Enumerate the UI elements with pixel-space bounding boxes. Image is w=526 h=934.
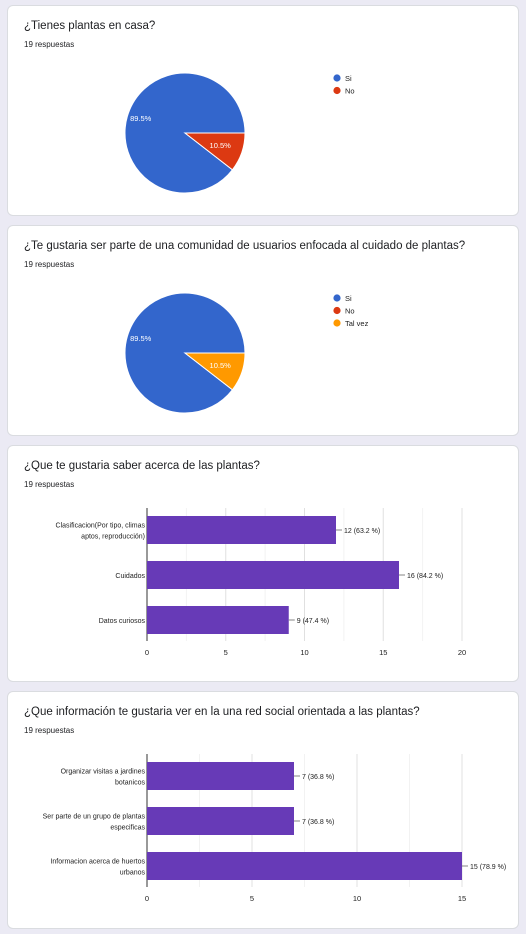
- bar: [147, 606, 289, 634]
- bar-chart: 0 5 10 15 20 12 (63.2 %) Clasificacion(Por tip…: [56, 508, 466, 657]
- question-title: ¿Te gustaria ser parte de una comunidad …: [24, 240, 466, 252]
- tick-label: 20: [458, 648, 466, 657]
- tick-label: 0: [145, 648, 149, 657]
- tick-label: 0: [145, 894, 149, 903]
- category-label: Informacion acerca de huertos: [50, 858, 145, 865]
- question-card-4: ¿Que información te gustaria ver en la u…: [7, 691, 519, 929]
- question-title: ¿Tienes plantas en casa?: [24, 20, 156, 32]
- pie-slice-tal-vez: [183, 352, 246, 391]
- slice-label: 89.5%: [130, 114, 152, 123]
- legend-label: Tal vez: [345, 319, 369, 328]
- category-label: aptos, reproducción): [81, 533, 145, 540]
- category-label: Datos curiosos: [99, 618, 146, 625]
- legend-marker: [333, 319, 341, 327]
- bar-chart: 0 5 10 15 7 (36.8 %) Organizar visitas a jard…: [43, 754, 506, 903]
- data-label: 16 (84.2 %): [407, 573, 443, 580]
- legend-marker: [333, 306, 341, 315]
- category-label: Ser parte de un grupo de plantas: [43, 813, 146, 820]
- legend-label: Si: [345, 74, 352, 83]
- bar: [147, 852, 462, 880]
- data-label: 9 (47.4 %): [297, 618, 329, 625]
- data-label: 7 (36.8 %): [302, 774, 334, 781]
- question-card-1: ¿Tienes plantas en casa? 19 respuestas 8…: [7, 5, 519, 216]
- bar: [147, 516, 336, 544]
- data-label: 7 (36.8 %): [302, 819, 334, 826]
- response-count: 19 respuestas: [24, 480, 75, 489]
- pie-slice-no: [183, 132, 246, 171]
- response-count: 19 respuestas: [24, 260, 75, 269]
- slice-label: 89.5%: [130, 334, 152, 343]
- bar: [147, 762, 294, 790]
- tick-label: 5: [224, 648, 228, 657]
- data-label: 15 (78.9 %): [470, 864, 506, 871]
- legend-label: Si: [345, 294, 352, 303]
- category-label: urbanos: [120, 869, 146, 876]
- question-card-3: ¿Que te gustaria saber acerca de las pla…: [7, 445, 519, 682]
- pie-chart: 89.5% Si No 10.5% Tal vez: [124, 292, 369, 414]
- response-count: 19 respuestas: [24, 726, 75, 735]
- question-title: ¿Que te gustaria saber acerca de las pla…: [24, 460, 260, 472]
- category-label: Cuidados: [115, 573, 145, 580]
- tick-label: 15: [458, 894, 466, 903]
- slice-label: 10.5%: [210, 141, 232, 150]
- bar: [147, 561, 399, 589]
- bar: [147, 807, 294, 835]
- category-label: Clasificacion(Por tipo, climas: [56, 522, 146, 529]
- legend-marker: [333, 294, 341, 302]
- legend-label: No: [345, 306, 355, 315]
- tick-label: 15: [379, 648, 387, 657]
- pie-chart: 89.5% Si 10.5% No: [124, 72, 355, 194]
- response-count: 19 respuestas: [24, 40, 75, 49]
- slice-label: 10.5%: [210, 361, 232, 370]
- category-label: especificas: [110, 824, 145, 831]
- category-label: botanicos: [115, 779, 145, 786]
- question-card-2: ¿Te gustaria ser parte de una comunidad …: [7, 225, 519, 436]
- tick-label: 10: [300, 648, 308, 657]
- legend-marker: [333, 74, 341, 82]
- category-label: Organizar visitas a jardines: [61, 768, 146, 775]
- legend-label: No: [345, 86, 355, 95]
- question-title: ¿Que información te gustaria ver en la u…: [24, 706, 420, 718]
- data-label: 12 (63.2 %): [344, 528, 380, 535]
- tick-label: 5: [250, 894, 254, 903]
- legend-marker: [333, 86, 341, 95]
- tick-label: 10: [353, 894, 361, 903]
